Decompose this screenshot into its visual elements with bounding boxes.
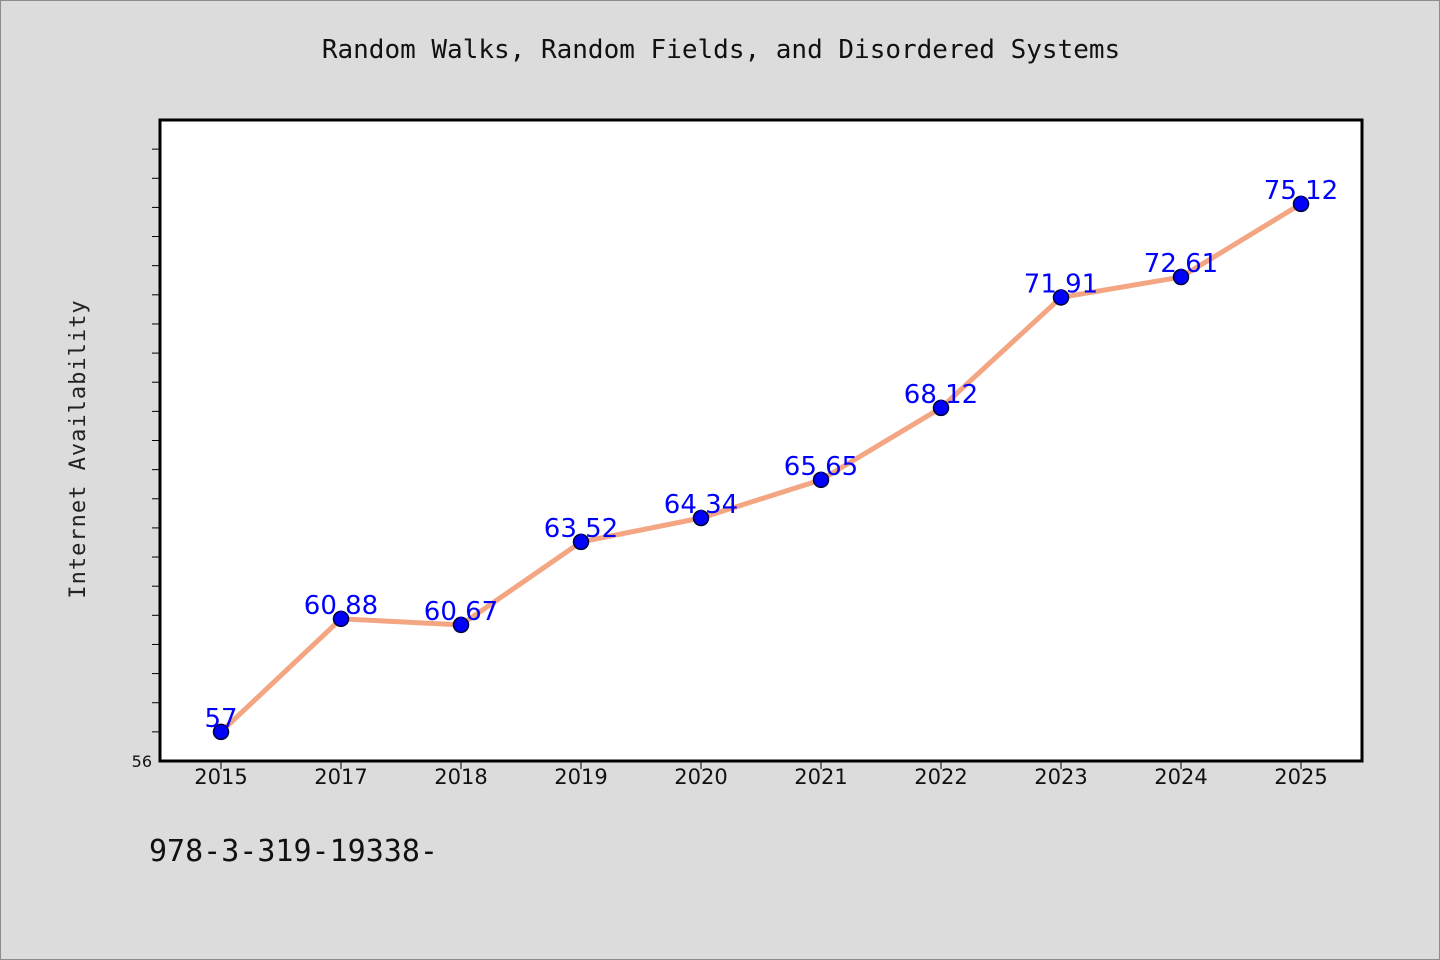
data-point [1292,195,1310,213]
x-tick-label: 2025 [1274,765,1327,789]
data-point [1052,289,1070,306]
data-label: 63.52 [544,514,618,544]
series-markers [212,195,1310,741]
data-point [812,471,830,489]
data-point [692,509,710,527]
x-tick-label: 2023 [1034,765,1087,789]
data-point [332,610,350,628]
y-tick-label: 56 [132,752,152,771]
data-point [572,533,590,551]
x-tick-label: 2018 [434,765,487,789]
x-axis-ticks: 2015 2017 2018 2019 2020 2021 2022 2023 2024 2025 [194,761,1328,789]
x-tick-label: 2015 [194,765,247,789]
data-label: 60.67 [424,597,498,627]
x-tick-label: 2020 [674,765,727,789]
x-tick-label: 2022 [914,765,967,789]
x-tick-label: 2017 [314,765,367,789]
data-label: 72.61 [1144,249,1218,279]
series-line [218,201,1304,735]
x-tick-label: 2021 [794,765,847,789]
data-labels: 57 60.88 60.67 63.52 64.34 65.65 68.12 71.91 72.… [204,176,1338,734]
x-tick-label: 2024 [1154,765,1207,789]
data-point [452,616,470,634]
data-label: 64.34 [664,490,738,520]
data-label: 57 [204,704,237,734]
data-point [212,723,230,741]
y-axis-title: Internet Availability [66,299,91,598]
data-label: 60.88 [304,591,378,621]
data-label: 65.65 [784,452,858,482]
footer-code: 978-3-319-19338- [149,834,438,869]
data-label: 75.12 [1264,176,1338,206]
data-point [932,399,950,417]
data-label: 71.91 [1024,269,1098,299]
x-tick-label: 2019 [554,765,607,789]
plot-area [158,118,1364,763]
data-label: 68.12 [904,380,978,410]
data-point [1172,268,1190,286]
y-axis-ticks: 56 [132,148,160,771]
chart-title: Random Walks, Random Fields, and Disorde… [321,35,1121,65]
